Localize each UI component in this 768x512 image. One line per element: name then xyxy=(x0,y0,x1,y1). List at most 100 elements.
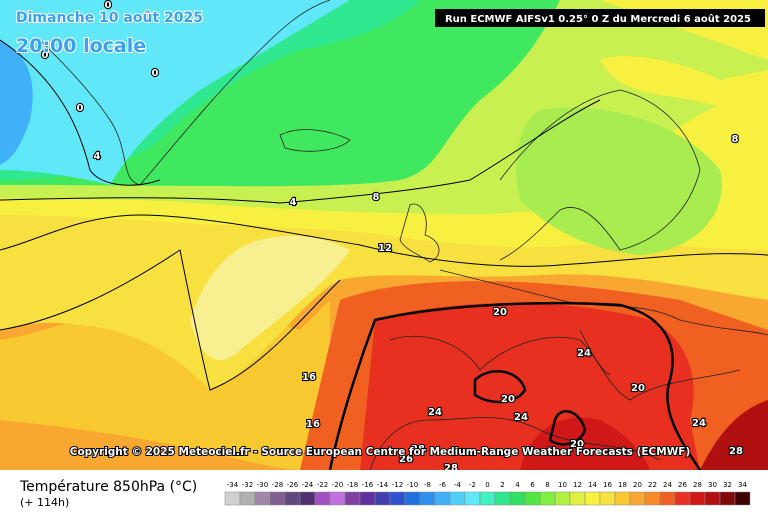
contour-label: 20 xyxy=(493,307,507,318)
contour-label: 8 xyxy=(373,192,380,203)
scale-tick-label: 16 xyxy=(603,481,612,489)
scale-tick-label: -24 xyxy=(302,481,314,489)
scale-swatch xyxy=(734,491,751,506)
contour-label: 4 xyxy=(290,197,297,208)
british-isles xyxy=(399,203,440,263)
scandinavia-green xyxy=(516,107,722,255)
scale-swatch xyxy=(539,491,556,506)
run-info: Run ECMWF AIFSv1 0.25° 0 Z du Mercredi 6… xyxy=(445,13,751,25)
contour-label: 24 xyxy=(692,418,706,429)
contour-label: 4 xyxy=(94,151,101,162)
scale-tick-label: -26 xyxy=(287,481,299,489)
scale-tick-label: -22 xyxy=(317,481,328,489)
contour-20-loop xyxy=(473,370,527,404)
scale-tick-label: 30 xyxy=(708,481,717,489)
scale-swatch xyxy=(644,491,661,506)
copyright: Copyright © 2025 Meteociel.fr - Source E… xyxy=(70,446,691,458)
contour-label: 24 xyxy=(577,348,591,359)
scale-swatch xyxy=(449,491,466,506)
contour-label: 26 xyxy=(399,454,413,465)
scale-swatch xyxy=(359,491,376,506)
scale-tick-label: -4 xyxy=(454,481,462,489)
contour-label: 24 xyxy=(514,412,528,423)
very-hot-area xyxy=(360,303,700,470)
scale-tick-label: 6 xyxy=(530,481,535,489)
scale-swatch xyxy=(269,491,286,506)
scale-tick-label: -6 xyxy=(439,481,447,489)
contour-line xyxy=(0,39,161,186)
scale-tick-label: 20 xyxy=(633,481,642,489)
contour-label: 16 xyxy=(302,372,316,383)
scale-swatch xyxy=(404,491,421,506)
contour-label: 24 xyxy=(428,407,442,418)
scale-tick-label: 22 xyxy=(648,481,657,489)
scale-tick-label: -14 xyxy=(377,481,389,489)
scale-swatch xyxy=(509,491,526,506)
contour-line xyxy=(0,249,341,391)
scale-tick-label: -2 xyxy=(469,481,476,489)
scale-tick-label: 8 xyxy=(545,481,549,489)
scale-swatch xyxy=(374,491,391,506)
contour-line xyxy=(0,214,768,267)
scale-swatch xyxy=(224,491,241,506)
scale-swatch xyxy=(659,491,676,506)
italy xyxy=(579,329,611,376)
contour-label: 12 xyxy=(378,243,392,254)
scale-swatch xyxy=(599,491,616,506)
scale-swatch xyxy=(704,491,721,506)
forecast-date: Dimanche 10 août 2025 xyxy=(16,10,203,26)
contour-label: 28 xyxy=(729,446,743,457)
scale-swatch xyxy=(314,491,331,506)
scale-tick-label: 4 xyxy=(515,481,520,489)
scale-tick-label: -16 xyxy=(362,481,374,489)
run-box xyxy=(435,9,765,27)
scale-swatch xyxy=(434,491,451,506)
scale-swatch xyxy=(254,491,271,506)
europe-north-coast xyxy=(439,269,768,336)
yellow-east xyxy=(600,56,768,120)
scale-swatch xyxy=(344,491,361,506)
cyan-area xyxy=(0,0,350,185)
scale-tick-label: -34 xyxy=(227,481,239,489)
scale-swatch xyxy=(554,491,571,506)
scale-tick-label: -28 xyxy=(272,481,283,489)
scale-swatch xyxy=(629,491,646,506)
contour-label: 8 xyxy=(732,134,739,145)
color-scale: -34 -32 -30 -28 -26 -24 -22 -20 -18 -16 -14 -12 -10-… xyxy=(224,481,751,506)
scale-tick-label: -12 xyxy=(392,481,403,489)
contour-label: 0 xyxy=(105,0,112,11)
scale-tick-label: 0 xyxy=(485,481,489,489)
legend-subtitle: (+ 114h) xyxy=(20,496,69,509)
scale-tick-label: -18 xyxy=(347,481,358,489)
contour-label: 20 xyxy=(570,439,584,450)
scale-swatch xyxy=(584,491,601,506)
scale-swatch xyxy=(614,491,631,506)
scale-swatch xyxy=(419,491,436,506)
pale-area xyxy=(190,235,350,360)
contour-label: 0 xyxy=(152,68,159,79)
scale-swatch xyxy=(299,491,316,506)
contour-20-loop xyxy=(548,410,587,446)
scale-swatch xyxy=(239,491,256,506)
scale-tick-label: 10 xyxy=(558,481,567,489)
scale-tick-label: 2 xyxy=(500,481,504,489)
contour-label: 0 xyxy=(42,50,49,61)
scale-tick-label: -10 xyxy=(407,481,418,489)
scale-tick-label: -32 xyxy=(242,481,253,489)
map-background xyxy=(0,0,768,470)
scale-tick-label: 18 xyxy=(618,481,627,489)
scale-swatch xyxy=(674,491,691,506)
scale-tick-label: 24 xyxy=(663,481,672,489)
contour-label: 0 xyxy=(77,103,84,114)
contour-label: 20 xyxy=(501,394,515,405)
scale-tick-label: 26 xyxy=(678,481,687,489)
hottest-east xyxy=(700,400,768,470)
scale-swatch xyxy=(389,491,406,506)
scale-tick-label: 14 xyxy=(588,481,597,489)
scale-tick-label: 12 xyxy=(573,481,582,489)
scale-tick-label: -20 xyxy=(332,481,343,489)
contour-label: 28 xyxy=(411,444,425,455)
